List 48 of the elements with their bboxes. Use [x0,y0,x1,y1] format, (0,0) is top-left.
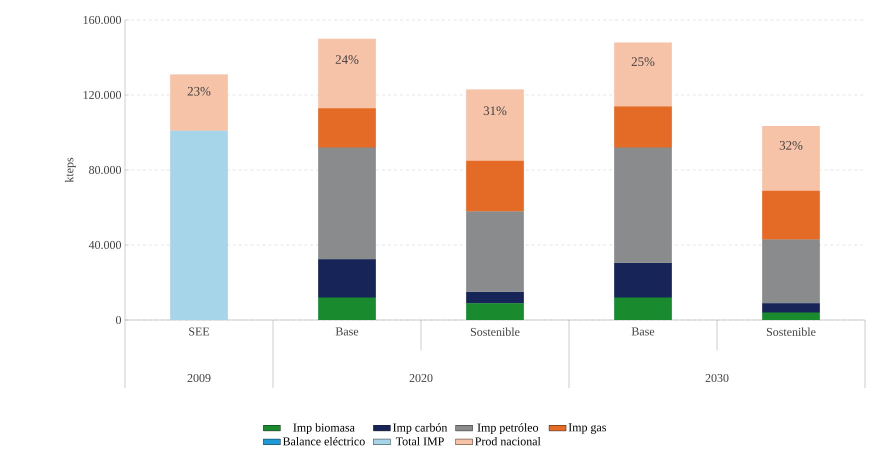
y-tick-label: 80.000 [89,166,122,174]
bar [614,106,672,148]
bar [466,211,524,292]
x-tick-label: SEE [189,328,210,336]
bar [318,298,376,320]
bar [762,312,820,320]
text: 2030 [706,374,728,382]
bar [170,130,228,320]
bar [170,74,228,131]
annotation: 24% [336,55,358,64]
bar [466,292,524,304]
bar [614,42,672,106]
legend-label: Prod nacional [475,436,541,446]
bar [318,148,376,260]
bar [466,89,524,161]
bar [466,303,524,320]
x-tick-label: Base [632,328,654,336]
legend-label: Imp gas [568,423,606,434]
y-tick-label: 160.000 [84,16,122,24]
bar [318,259,376,298]
annotation: 31% [484,106,506,116]
y-tick-label: 40.000 [88,240,122,250]
annotation: 23% [188,86,210,96]
legend-label: Imp biomasa [293,423,355,434]
annotation: 25% [632,57,654,66]
legend-label: Total IMP [396,436,444,446]
x-tick-label: Sostenible [766,328,816,336]
y-axis-title: kteps [64,158,76,182]
x-tick-label: Sostenible [470,328,520,336]
annotation: 32% [780,140,802,150]
bar [318,38,376,108]
legend-label: Imp carbón [393,423,448,434]
bar [762,126,820,191]
y-tick-label: 120.000 [84,90,122,100]
bar [762,303,820,312]
bar [318,108,376,148]
bar [614,262,672,298]
bar [614,298,672,320]
legend-label: Balance eléctrico [282,436,365,446]
bar [466,160,524,212]
bar [614,148,672,263]
bar [762,239,820,304]
bar [762,190,820,240]
text: 2020 [410,374,432,382]
text: 2009 [188,374,210,382]
legend-label: Imp petróleo [478,423,538,434]
y-tick-label: 0 [116,316,122,324]
x-tick-label: Base [336,328,358,336]
